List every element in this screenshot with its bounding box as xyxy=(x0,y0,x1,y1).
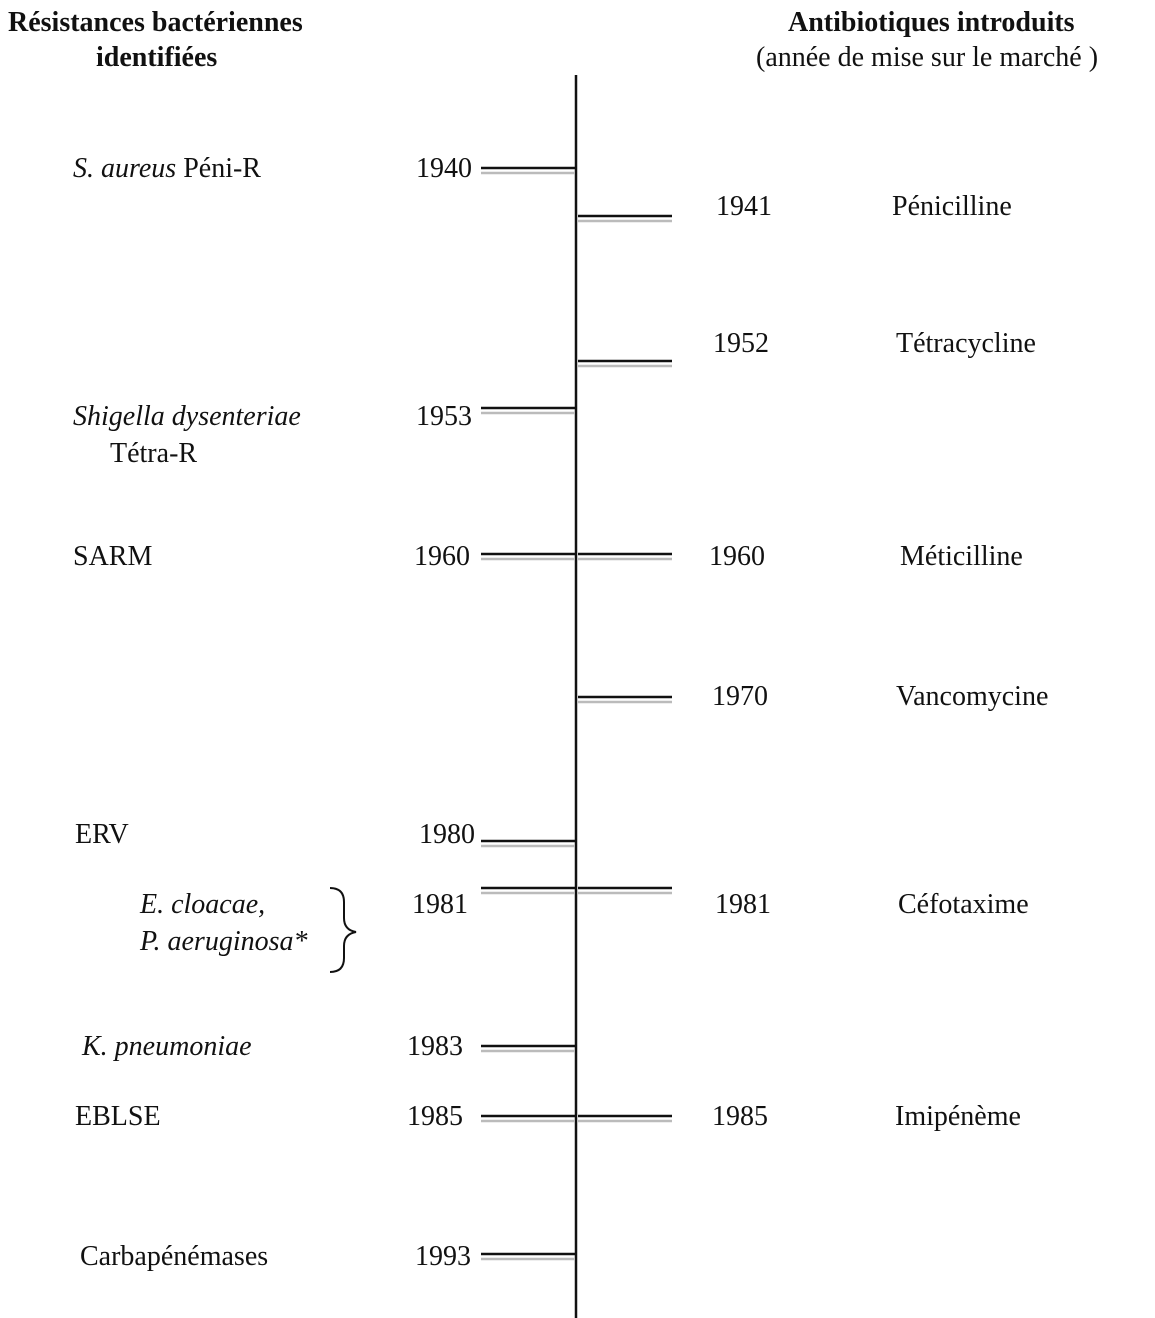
year: 1940 xyxy=(416,153,472,184)
organism: P. aeruginosa* xyxy=(140,926,308,957)
resistance-label: Carbapénémases xyxy=(80,1241,269,1272)
year: 1941 xyxy=(716,191,772,222)
left-ticks xyxy=(481,166,575,1261)
antibiotic: Vancomycine xyxy=(896,681,1049,712)
year: 1953 xyxy=(416,401,472,432)
year: 1970 xyxy=(712,681,768,712)
antibiotic: Tétracycline xyxy=(896,328,1036,359)
brace xyxy=(329,887,357,973)
year: 1985 xyxy=(407,1101,463,1132)
antibiotic: Méticilline xyxy=(900,541,1023,572)
resistance-label: S. aureus Péni-R xyxy=(73,153,261,185)
year: 1960 xyxy=(709,541,765,572)
year: 1952 xyxy=(713,328,769,359)
year: 1981 xyxy=(412,889,468,920)
antibiotic: Pénicilline xyxy=(892,191,1012,222)
right-subtitle: (année de mise sur le marché ) xyxy=(756,42,1099,73)
organism: K. pneumoniae xyxy=(82,1031,252,1062)
right-ticks xyxy=(578,214,672,1123)
year: 1980 xyxy=(419,819,475,850)
resistance-label: EBLSE xyxy=(75,1101,161,1132)
organism: E. cloacae, xyxy=(140,889,266,920)
left-title: Résistances bactériennes xyxy=(8,7,303,38)
year: 1983 xyxy=(407,1031,463,1062)
left-title: identifiées xyxy=(96,42,218,73)
year: 1960 xyxy=(414,541,470,572)
organism: Shigella dysenteriae xyxy=(73,401,301,432)
antibiotic: Céfotaxime xyxy=(898,889,1029,920)
right-title: Antibiotiques introduits xyxy=(788,7,1075,38)
year: 1981 xyxy=(715,889,771,920)
antibiotic: Imipénème xyxy=(895,1101,1021,1132)
year: 1993 xyxy=(415,1241,471,1272)
organism: S. aureus xyxy=(73,153,177,184)
resistance: Tétra-R xyxy=(110,438,198,469)
resistance-label: ERV xyxy=(75,819,129,850)
resistance-label: SARM xyxy=(73,541,153,572)
year: 1985 xyxy=(712,1101,768,1132)
resistance: Péni-R xyxy=(183,153,261,184)
